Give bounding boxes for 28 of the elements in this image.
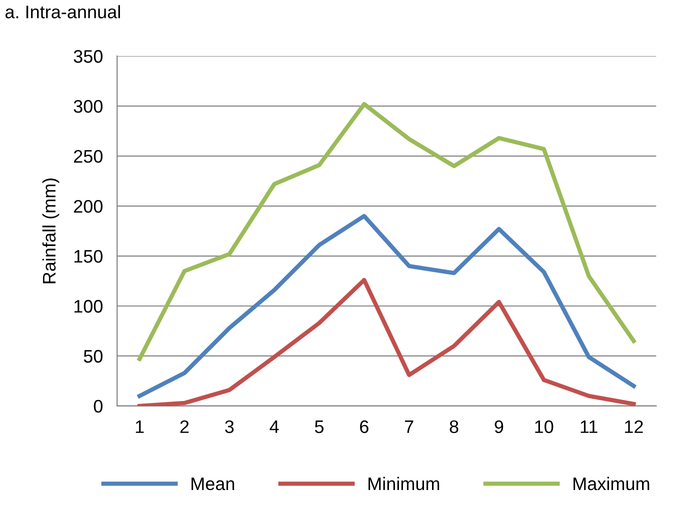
x-tick-label: 7: [405, 420, 414, 433]
x-tick-label: 4: [270, 420, 279, 433]
y-axis-title: Rainfall (mm): [42, 178, 60, 284]
x-tick-label: 3: [225, 420, 234, 434]
y-tick-label: 200: [74, 200, 103, 213]
y-tick-label: 300: [74, 100, 103, 113]
x-tick-label: 11: [580, 420, 598, 433]
line-series: [137, 214, 636, 398]
x-tick-label: 12: [625, 420, 643, 433]
x-tick-label: 10: [535, 420, 554, 434]
x-tick-label: 1: [136, 420, 144, 433]
x-tick-label: 6: [360, 420, 368, 434]
line-series: [137, 278, 636, 406]
chart-title: a. Intra-annual: [5, 5, 120, 18]
line-series: [137, 102, 636, 362]
legend-label: Maximum: [574, 476, 650, 490]
y-tick-label: 350: [74, 50, 103, 63]
legend-label: Minimum: [368, 476, 440, 490]
y-tick-label: 50: [84, 350, 103, 363]
x-tick-label: 2: [180, 420, 189, 433]
x-tick-label: 9: [494, 420, 504, 434]
y-tick-label: 250: [74, 150, 103, 163]
x-tick-label: 5: [314, 420, 324, 434]
y-tick-label: 150: [74, 250, 103, 263]
y-tick-label: 100: [74, 300, 103, 313]
x-tick-label: 8: [450, 420, 458, 434]
legend-label: Mean: [192, 478, 234, 490]
y-tick-label: 0: [94, 400, 103, 413]
